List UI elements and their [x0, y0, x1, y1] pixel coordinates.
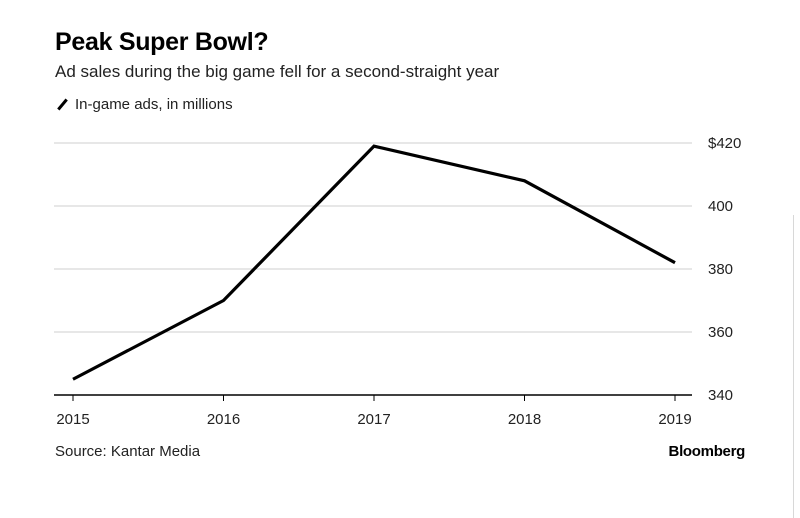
x-tick-label: 2017: [357, 411, 390, 428]
chart-title: Peak Super Bowl?: [55, 28, 269, 56]
y-tick-label: 400: [708, 198, 733, 215]
y-tick-label: 360: [708, 324, 733, 341]
y-tick-label: 380: [708, 261, 733, 278]
series-line: [72, 144, 676, 381]
y-tick-label: 340: [708, 387, 733, 404]
brand-logo: Bloomberg: [668, 443, 746, 460]
page-edge-divider: [793, 215, 798, 518]
x-tick-label: 2015: [56, 411, 89, 428]
x-tick-label: 2016: [207, 411, 240, 428]
y-tick-label: $420: [708, 135, 741, 152]
x-tick-label: 2019: [658, 411, 691, 428]
chart-subtitle: Ad sales during the big game fell for a …: [55, 62, 500, 81]
legend: In-game ads, in millions: [55, 96, 233, 113]
x-tick-label: 2018: [508, 411, 541, 428]
legend-label: In-game ads, in millions: [75, 96, 233, 113]
source-note: Source: Kantar Media: [55, 443, 201, 460]
